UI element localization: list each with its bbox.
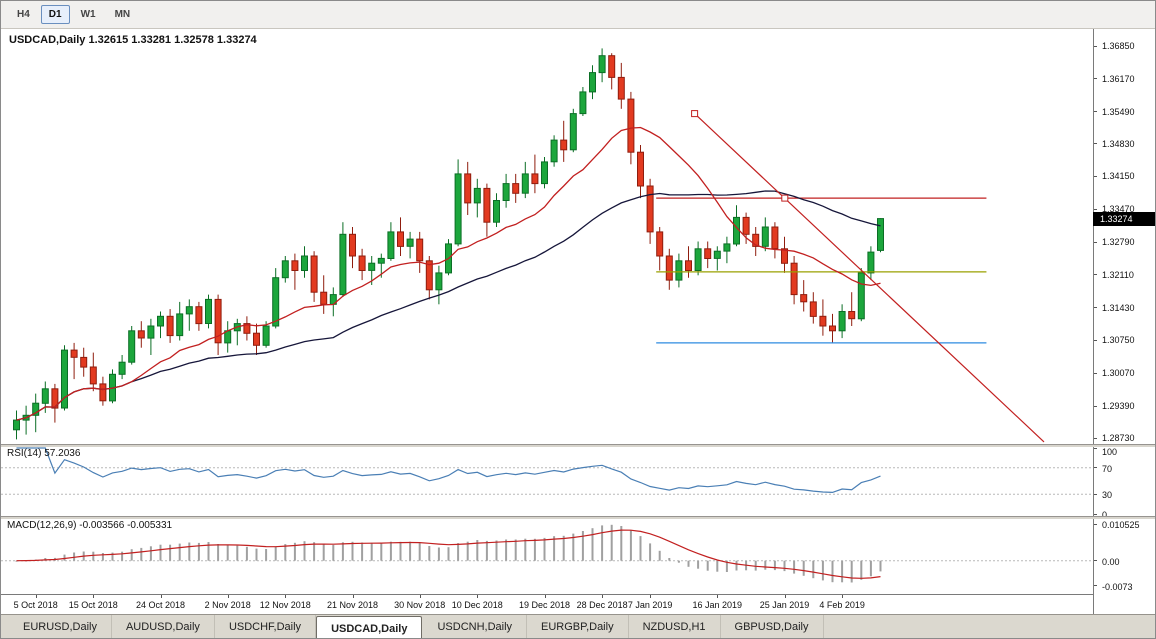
price-axis-label: 1.34150 xyxy=(1102,171,1135,182)
price-axis-label: 1.35490 xyxy=(1102,106,1135,117)
date-axis-label: 19 Dec 2018 xyxy=(518,600,571,610)
date-axis-tick xyxy=(285,595,287,598)
macd-axis-tick xyxy=(1094,585,1097,587)
tab-usdcnh-daily[interactable]: USDCNH,Daily xyxy=(423,615,528,638)
macd-axis-label: 0.00 xyxy=(1102,556,1120,567)
date-axis-tick xyxy=(160,595,162,598)
macd-panel[interactable]: MACD(12,26,9) -0.003566 -0.005331 xyxy=(1,518,1093,594)
tab-usdcad-daily[interactable]: USDCAD,Daily xyxy=(316,616,423,638)
macd-axis-tick xyxy=(1094,560,1097,562)
date-axis-tick xyxy=(35,595,37,598)
rsi-axis-tick xyxy=(1094,467,1097,469)
date-axis-label: 25 Jan 2019 xyxy=(759,600,810,610)
price-axis-tick xyxy=(1094,405,1097,407)
price-axis-label: 1.30750 xyxy=(1102,335,1135,346)
date-axis-label: 2 Nov 2018 xyxy=(204,600,251,610)
date-axis-label: 16 Jan 2019 xyxy=(692,600,743,610)
price-axis-tick xyxy=(1094,111,1097,113)
price-axis-tick xyxy=(1094,339,1097,341)
date-axis-label: 4 Feb 2019 xyxy=(819,600,865,610)
price-axis-tick xyxy=(1094,143,1097,145)
price-axis[interactable]: 1.36850 1.36170 1.35490 1.34830 1.34150 1.334… xyxy=(1093,29,1155,614)
macd-axis-label: -0.0073 xyxy=(1102,581,1133,592)
rsi-axis-tick xyxy=(1094,447,1097,449)
date-axis-label: 12 Nov 2018 xyxy=(259,600,311,610)
date-axis-label: 21 Nov 2018 xyxy=(326,600,379,610)
rsi-chart[interactable] xyxy=(1,446,1093,518)
date-axis-label: 30 Nov 2018 xyxy=(394,600,446,610)
date-axis-label: 15 Oct 2018 xyxy=(68,600,118,610)
tab-eurgbp-daily[interactable]: EURGBP,Daily xyxy=(527,615,629,638)
price-axis-tick xyxy=(1094,45,1097,47)
price-axis-label: 1.36170 xyxy=(1102,73,1135,84)
current-price-badge: 1.33274 xyxy=(1093,211,1155,226)
price-axis-tick xyxy=(1094,274,1097,276)
tab-nzdusd-h1[interactable]: NZDUSD,H1 xyxy=(629,615,721,638)
tab-gbpusd-daily[interactable]: GBPUSD,Daily xyxy=(721,615,824,638)
tab-eurusd-daily[interactable]: EURUSD,Daily xyxy=(9,615,112,638)
date-axis[interactable]: 5 Oct 2018 15 Oct 2018 24 Oct 2018 2 Nov 20… xyxy=(1,594,1093,614)
price-axis-label: 1.32790 xyxy=(1102,237,1135,247)
date-axis-tick xyxy=(93,595,95,598)
price-axis-label: 1.30070 xyxy=(1102,368,1135,379)
date-axis-label: 10 Dec 2018 xyxy=(451,600,503,610)
price-axis-tick xyxy=(1094,241,1097,243)
price-axis-tick xyxy=(1094,78,1097,80)
timeframe-button-mn[interactable]: MN xyxy=(114,9,131,20)
chart-title: USDCAD,Daily 1.32615 1.33281 1.32578 1.3… xyxy=(9,34,257,46)
price-axis-tick xyxy=(1094,175,1097,177)
price-axis-tick xyxy=(1094,208,1097,210)
date-axis-tick xyxy=(717,595,719,598)
tab-usdchf-daily[interactable]: USDCHF,Daily xyxy=(215,615,317,638)
tab-audusd-daily[interactable]: AUDUSD,Daily xyxy=(112,615,215,638)
candlestick-chart[interactable] xyxy=(1,29,1093,446)
date-axis-tick xyxy=(602,595,604,598)
price-axis-label: 1.33470 xyxy=(1102,204,1135,215)
date-axis-tick xyxy=(477,595,479,598)
macd-axis-label: 0.010525 xyxy=(1102,520,1140,531)
rsi-axis-tick xyxy=(1094,493,1097,495)
panel-splitter[interactable] xyxy=(1,516,1155,519)
date-axis-label: 24 Oct 2018 xyxy=(135,600,186,610)
date-axis-label: 5 Oct 2018 xyxy=(13,600,58,610)
price-axis-tick xyxy=(1094,372,1097,374)
price-axis-label: 1.31430 xyxy=(1102,302,1135,313)
date-axis-tick xyxy=(419,595,421,598)
rsi-axis-label: 0 xyxy=(1102,510,1108,520)
price-axis-label: 1.32110 xyxy=(1102,269,1134,280)
date-axis-tick xyxy=(544,595,546,598)
price-axis-label: 1.29390 xyxy=(1102,401,1135,412)
rsi-panel[interactable]: RSI(14) 57.2036 xyxy=(1,446,1093,518)
timeframe-button-h4[interactable]: H4 xyxy=(17,9,30,20)
price-axis-tick xyxy=(1094,307,1097,309)
price-axis-label: 1.34830 xyxy=(1102,138,1135,149)
rsi-axis-label: 30 xyxy=(1102,490,1113,501)
rsi-axis-label: 100 xyxy=(1102,447,1118,457)
date-axis-tick xyxy=(352,595,354,598)
chart-tabs: EURUSD,Daily AUDUSD,Daily USDCHF,Daily USDC… xyxy=(1,614,1155,638)
macd-label: MACD(12,26,9) -0.003566 -0.005331 xyxy=(7,520,173,531)
macd-axis-tick xyxy=(1094,523,1097,525)
date-axis-tick xyxy=(842,595,844,598)
price-axis-label: 1.28730 xyxy=(1102,433,1135,443)
main-chart-panel[interactable]: USDCAD,Daily 1.32615 1.33281 1.32578 1.3… xyxy=(1,29,1093,446)
panel-splitter[interactable] xyxy=(1,444,1155,447)
date-axis-tick xyxy=(784,595,786,598)
rsi-axis-tick xyxy=(1094,513,1097,515)
chart-window: USDCAD,Daily 1.32615 1.33281 1.32578 1.3… xyxy=(1,29,1155,614)
date-axis-label: 28 Dec 2018 xyxy=(576,600,628,610)
date-axis-tick xyxy=(227,595,229,598)
timeframe-button-w1[interactable]: W1 xyxy=(80,9,96,20)
date-axis-label: 7 Jan 2019 xyxy=(627,600,673,610)
macd-chart[interactable] xyxy=(1,518,1093,594)
timeframe-button-d1[interactable]: D1 xyxy=(40,5,70,24)
price-axis-tick xyxy=(1094,437,1097,439)
date-axis-tick xyxy=(650,595,652,598)
rsi-axis-label: 70 xyxy=(1102,463,1113,474)
price-axis-label: 1.36850 xyxy=(1102,41,1135,51)
timeframe-toolbar: H4 D1 W1 MN xyxy=(1,1,1155,29)
rsi-label: RSI(14) 57.2036 xyxy=(7,448,81,459)
